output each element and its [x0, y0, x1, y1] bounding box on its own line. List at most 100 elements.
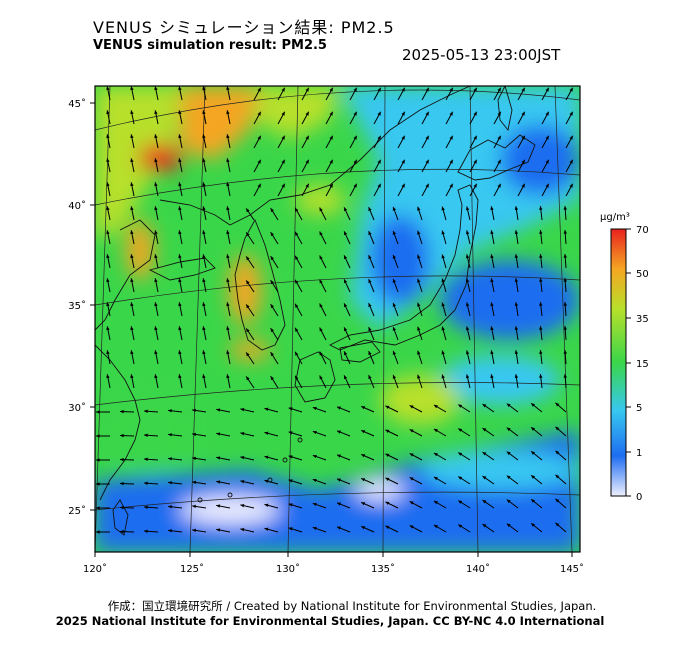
wind-arrow-head	[569, 183, 573, 188]
wind-arrow-head	[521, 87, 525, 92]
wind-arrow-head	[482, 476, 487, 480]
wind-arrow-head	[154, 134, 158, 139]
wind-arrow-head	[154, 158, 158, 163]
wind-arrow-head	[281, 87, 285, 92]
wind-arrow-head	[433, 404, 438, 409]
wind-arrow-head	[192, 480, 196, 485]
wind-arrow-head	[514, 254, 519, 258]
wind-arrow-head	[392, 278, 397, 283]
wind-arrow-head	[497, 183, 501, 188]
wind-arrow-head	[216, 504, 221, 508]
wind-arrow-head	[130, 278, 134, 283]
wind-arrow-head	[106, 278, 110, 283]
wind-arrow-head	[329, 87, 333, 92]
wind-arrow-head	[433, 428, 438, 433]
wind-arrow-head	[563, 230, 567, 234]
wind-arrow-head	[130, 254, 134, 259]
wind-arrow-head	[392, 374, 397, 379]
wind-arrow-head	[264, 503, 269, 507]
wind-arrow-head	[319, 255, 323, 260]
wind-arrow-head	[377, 87, 381, 92]
wind-arrow-head	[521, 135, 525, 140]
wind-arrow-head	[226, 326, 230, 331]
wind-arrow-head	[555, 474, 560, 479]
wind-arrow-head	[482, 524, 487, 528]
wind-arrow-head	[319, 207, 323, 212]
wind-arrow-head	[226, 86, 230, 91]
wind-arrow-head	[168, 529, 172, 533]
wind-arrow-head	[202, 110, 206, 115]
wind-arrow-head	[555, 498, 560, 503]
wind-arrow-head	[392, 206, 397, 211]
wind-arrow-head	[531, 427, 535, 431]
wind-arrow-head	[433, 524, 438, 529]
wind-arrow-head	[539, 350, 543, 354]
wind-arrow-head	[154, 302, 158, 307]
wind-arrow-head	[377, 111, 381, 116]
wind-arrow-head	[385, 525, 390, 530]
wind-arrow-head	[555, 522, 560, 527]
wind-arrow-head	[329, 159, 333, 164]
wind-arrow-head	[368, 255, 372, 260]
wind-arrow-head	[240, 479, 245, 484]
wind-arrow-head	[154, 326, 158, 331]
wind-arrow-head	[392, 230, 397, 235]
lat-tick-35: 35˚	[68, 300, 86, 312]
wind-arrow-head	[417, 374, 421, 379]
wind-arrow-head	[202, 206, 206, 211]
wind-arrow-head	[329, 111, 333, 116]
colorbar-label-5: 5	[636, 403, 642, 414]
lon-tick-125: 125˚	[180, 563, 204, 575]
wind-arrow-head	[521, 111, 525, 116]
wind-arrow-head	[506, 475, 511, 480]
wind-arrow-head	[130, 350, 134, 355]
wind-arrow-head	[336, 454, 341, 458]
wind-arrow-head	[425, 111, 429, 116]
wind-arrow-head	[569, 159, 573, 164]
wind-arrow-head	[144, 433, 148, 437]
wind-arrow-head	[521, 183, 525, 188]
wind-arrow-head	[264, 479, 269, 483]
graticule	[95, 86, 580, 552]
colorbar: μg/m³ 70 50 35 15 5 1 0	[600, 212, 649, 503]
wind-arrow-head	[319, 231, 323, 236]
wind-arrow-head	[401, 87, 405, 92]
wind-arrow-head	[490, 374, 494, 379]
wind-arrow-head	[490, 326, 494, 331]
wind-arrow-head	[563, 374, 567, 378]
wind-arrow-head	[202, 254, 206, 259]
wind-arrow-head	[154, 86, 158, 91]
wind-arrow-head	[514, 230, 519, 234]
wind-arrow-head	[192, 432, 196, 437]
wind-arrow-head	[361, 430, 366, 434]
wind-arrow-head	[226, 302, 230, 307]
wind-arrow-head	[178, 302, 182, 307]
wind-arrow-head	[377, 159, 381, 164]
wind-arrow-head	[409, 453, 414, 457]
wind-arrow-head	[202, 182, 206, 187]
wind-arrow-head	[531, 451, 535, 455]
wind-arrow-head	[482, 428, 487, 432]
wind-arrow-head	[319, 279, 323, 284]
wind-arrow-head	[344, 327, 348, 332]
wind-arrow-head	[377, 183, 381, 188]
wind-arrow-head	[539, 254, 543, 258]
wind-arrow-head	[295, 303, 299, 308]
wind-arrow-head	[473, 135, 477, 140]
wind-arrow-head	[130, 110, 134, 115]
wind-arrow-head	[130, 302, 134, 307]
wind-arrow-head	[361, 478, 366, 482]
lon-tick-145: 145˚	[560, 563, 584, 575]
wind-arrow-head	[288, 455, 293, 459]
lat-tick-45: 45˚	[68, 98, 86, 110]
wind-arrow-head	[336, 430, 341, 434]
wind-arrow-head	[154, 206, 158, 211]
colorbar-label-1: 1	[636, 448, 642, 459]
colorbar-label-70: 70	[636, 225, 649, 236]
timestamp: 2025-05-13 23:00JST	[402, 46, 561, 64]
wind-arrow-head	[96, 482, 100, 486]
wind-arrow-head	[130, 86, 134, 91]
wind-arrow-head	[555, 402, 560, 407]
wind-arrow-head	[178, 230, 182, 235]
wind-arrow-head	[178, 182, 182, 187]
